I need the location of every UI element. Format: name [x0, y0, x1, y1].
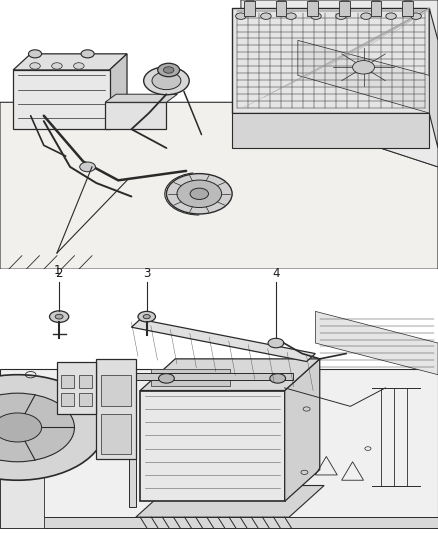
Bar [13, 70, 110, 129]
Bar [278, 0, 285, 2]
Circle shape [386, 13, 396, 19]
Bar [244, 2, 255, 16]
Circle shape [166, 174, 232, 214]
Circle shape [236, 13, 246, 19]
Bar [341, 0, 348, 2]
Bar [57, 361, 96, 414]
Polygon shape [110, 54, 127, 129]
Circle shape [143, 314, 150, 319]
Circle shape [0, 393, 74, 462]
Bar [79, 375, 92, 388]
Polygon shape [241, 0, 438, 167]
Bar [105, 102, 166, 129]
Bar [151, 369, 230, 386]
Bar [371, 2, 381, 16]
Bar [96, 359, 136, 459]
Bar [0, 517, 438, 528]
Polygon shape [0, 369, 438, 520]
Circle shape [286, 13, 296, 19]
Circle shape [159, 374, 174, 383]
Bar [246, 0, 253, 2]
Circle shape [30, 63, 40, 69]
Circle shape [261, 13, 271, 19]
Circle shape [74, 63, 84, 69]
Bar [339, 2, 350, 16]
Bar [162, 65, 173, 70]
Bar [372, 0, 379, 2]
Bar [79, 393, 92, 406]
Polygon shape [298, 41, 429, 113]
Bar [61, 375, 74, 388]
Circle shape [81, 50, 94, 58]
Polygon shape [232, 113, 429, 148]
Circle shape [80, 162, 95, 172]
Text: 2: 2 [55, 266, 63, 280]
Circle shape [0, 375, 105, 480]
Circle shape [144, 67, 189, 95]
Circle shape [52, 63, 62, 69]
Polygon shape [13, 54, 127, 70]
Text: 3: 3 [143, 266, 150, 280]
Bar [129, 375, 136, 506]
Circle shape [336, 13, 346, 19]
Circle shape [270, 374, 286, 383]
Circle shape [152, 72, 181, 90]
Bar [276, 2, 286, 16]
Polygon shape [315, 311, 438, 375]
Circle shape [55, 314, 63, 319]
Bar [101, 414, 131, 454]
Bar [307, 2, 318, 16]
Circle shape [177, 180, 222, 207]
Polygon shape [105, 94, 177, 102]
Bar [101, 375, 131, 406]
Circle shape [0, 413, 42, 442]
Circle shape [138, 311, 155, 322]
Circle shape [353, 61, 374, 74]
Bar [402, 2, 413, 16]
Text: 1: 1 [53, 264, 61, 277]
Bar [127, 374, 293, 380]
Circle shape [311, 13, 321, 19]
Polygon shape [0, 102, 438, 269]
Bar [61, 393, 74, 406]
Circle shape [411, 13, 421, 19]
Bar [140, 391, 285, 502]
Polygon shape [285, 359, 320, 502]
Polygon shape [140, 359, 320, 391]
Polygon shape [131, 319, 315, 361]
Circle shape [28, 50, 42, 58]
Text: 4: 4 [272, 266, 280, 280]
Circle shape [361, 13, 371, 19]
Bar [0, 396, 44, 528]
Polygon shape [136, 486, 324, 517]
Bar [309, 0, 316, 2]
Circle shape [49, 311, 69, 322]
Circle shape [268, 338, 284, 348]
Circle shape [163, 67, 174, 73]
Circle shape [190, 188, 208, 199]
Polygon shape [232, 8, 429, 113]
Polygon shape [429, 8, 438, 148]
Bar [404, 0, 411, 2]
Circle shape [158, 63, 180, 77]
